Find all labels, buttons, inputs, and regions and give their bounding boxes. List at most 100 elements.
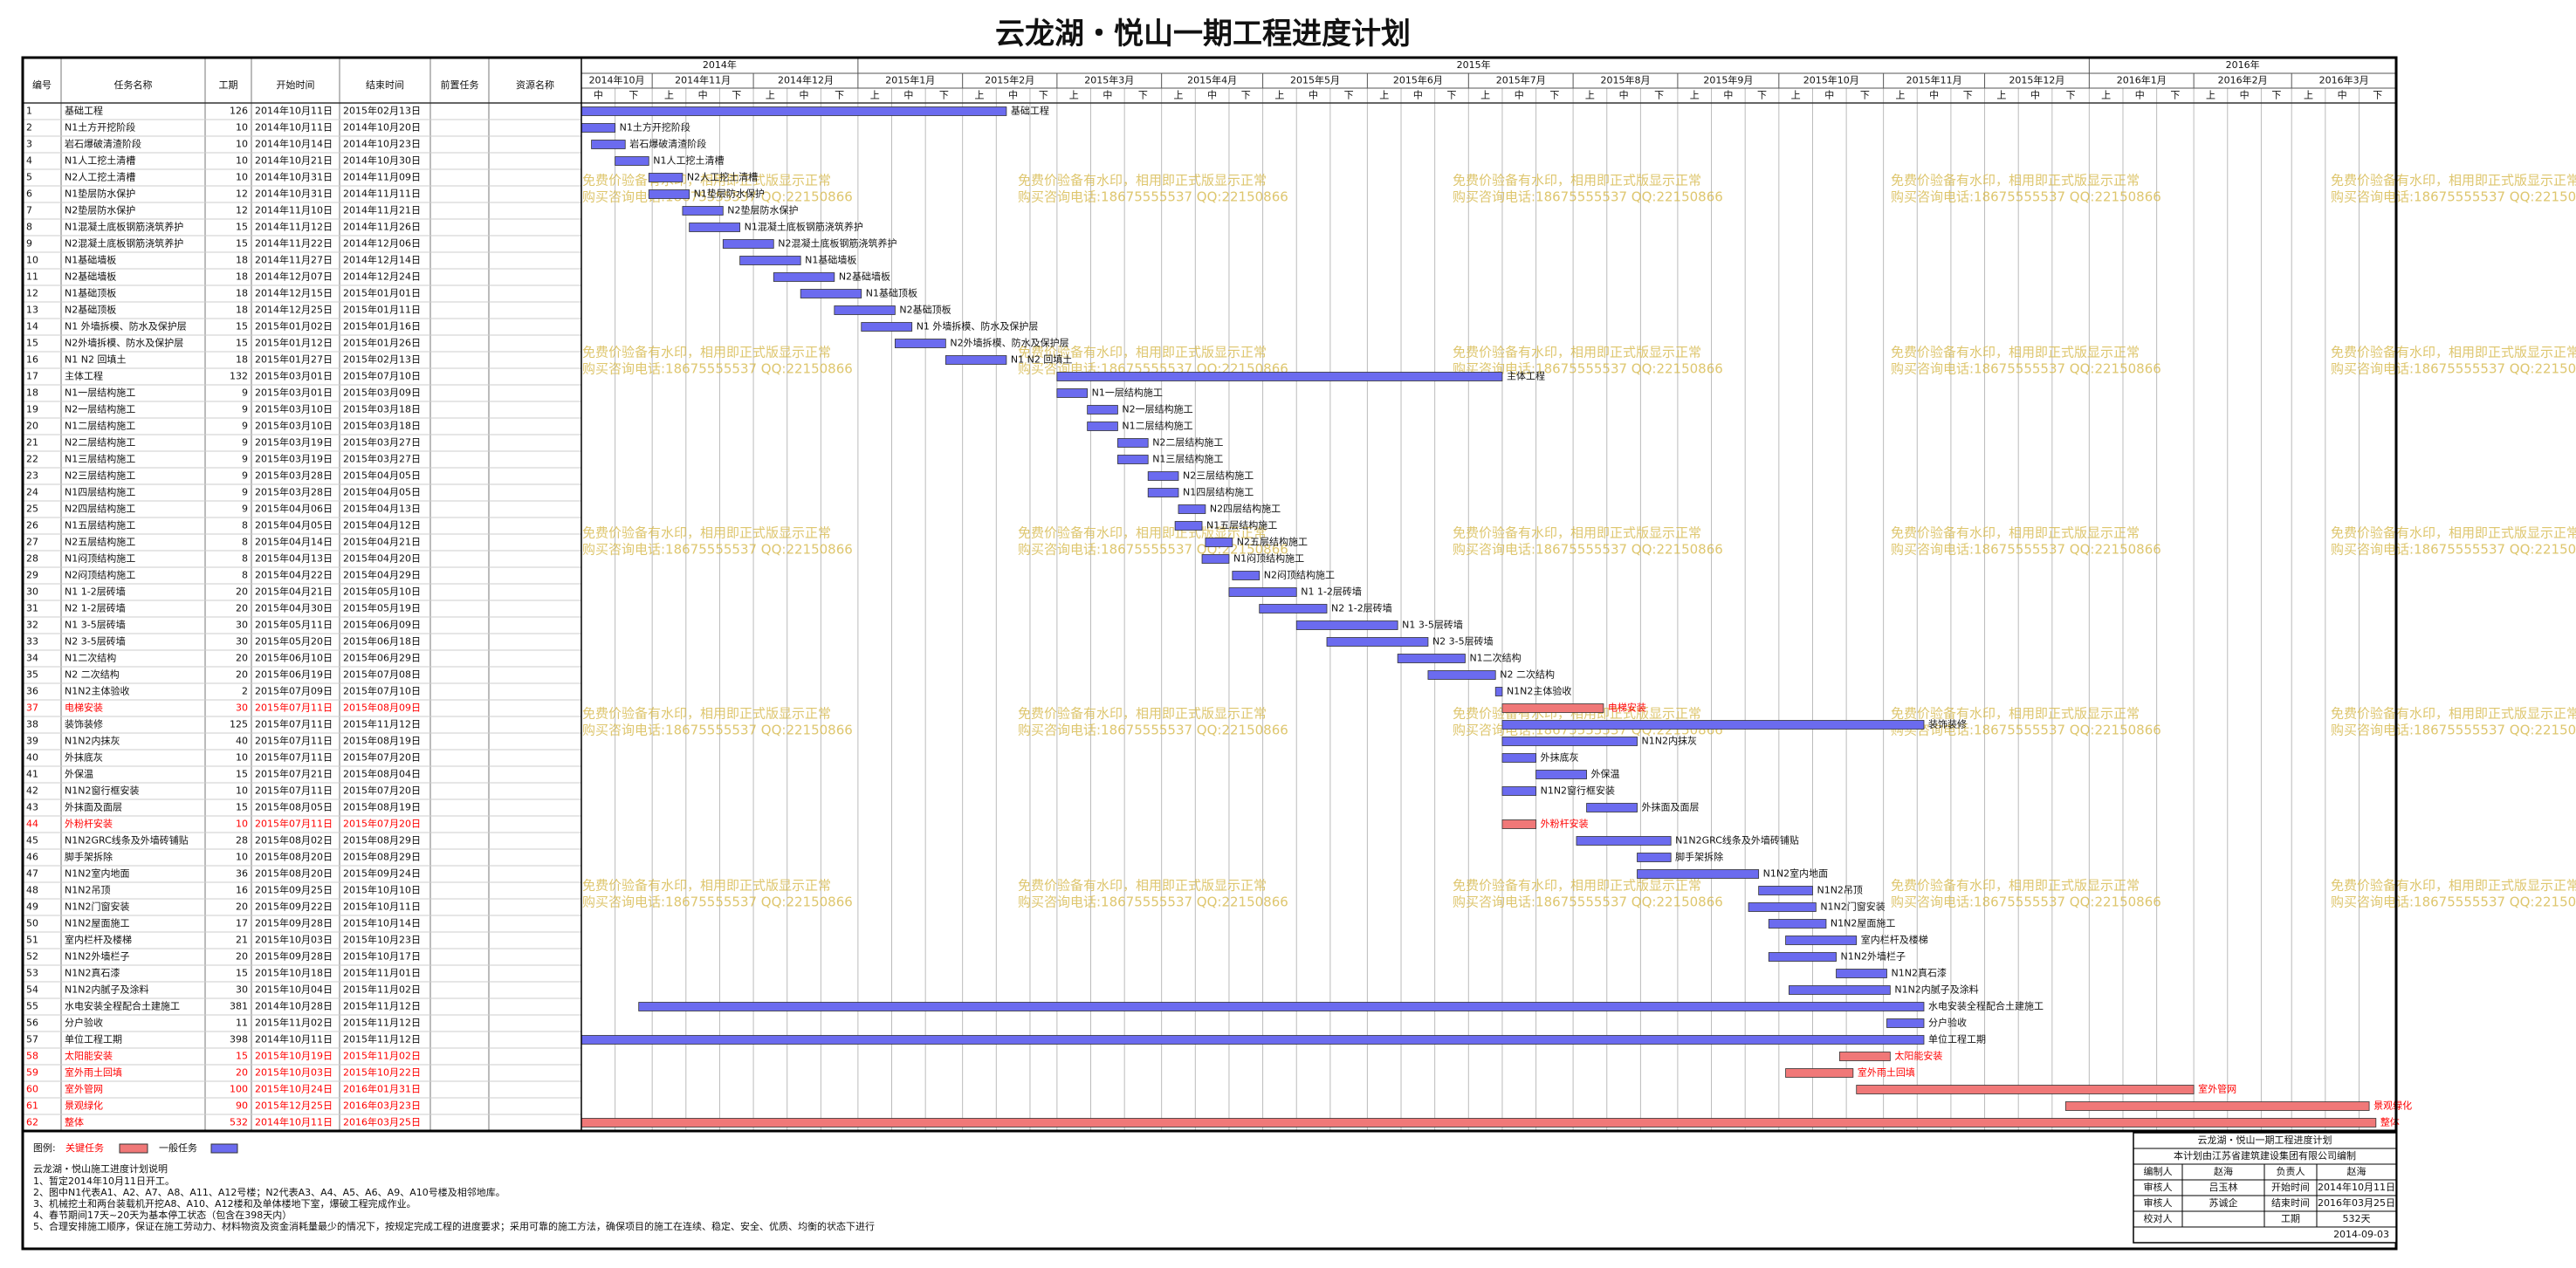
- column-header: 任务名称: [114, 79, 153, 91]
- month-label: 2015年4月: [1187, 74, 1237, 86]
- watermark: 免费价验备有水印，相用即正式版显示正常: [1891, 525, 2140, 541]
- task-end: 2015年11月12日: [343, 1000, 421, 1012]
- task-start: 2015年04月06日: [255, 503, 333, 515]
- watermark: 购买咨询电话:18675555537 QQ:22150866: [1453, 542, 1723, 558]
- third-label: 中: [1103, 90, 1112, 101]
- watermark: 免费价验备有水印，相用即正式版显示正常: [1891, 345, 2140, 360]
- column-header: 资源名称: [516, 79, 554, 91]
- watermark: 免费价验备有水印，相用即正式版显示正常: [1018, 173, 1267, 188]
- task-duration: 10: [236, 155, 248, 167]
- third-label: 上: [870, 90, 880, 101]
- bar-label: N1N2主体验收: [1507, 685, 1571, 697]
- task-end: 2015年06月09日: [343, 619, 421, 631]
- watermark: 免费价验备有水印，相用即正式版显示正常: [1453, 525, 1701, 541]
- task-end: 2015年03月27日: [343, 436, 421, 449]
- task-id: 48: [26, 885, 38, 896]
- month-label: 2016年2月: [2218, 74, 2268, 86]
- task-end: 2015年04月20日: [343, 552, 421, 565]
- task-end: 2016年03月23日: [343, 1100, 421, 1112]
- third-label: 中: [1207, 90, 1217, 101]
- third-label: 下: [1757, 90, 1767, 101]
- task-duration: 12: [236, 188, 248, 200]
- watermark: 购买咨询电话:18675555537 QQ:22150866: [2331, 894, 2576, 910]
- task-start: 2015年08月05日: [255, 801, 333, 813]
- task-id: 16: [26, 354, 38, 366]
- info-cell: 审核人: [2144, 1196, 2173, 1209]
- task-end: 2015年10月10日: [343, 884, 421, 896]
- watermark: 购买咨询电话:18675555537 QQ:22150866: [1453, 361, 1723, 377]
- task-start: 2015年08月02日: [255, 834, 333, 846]
- task-start: 2014年12月07日: [255, 271, 333, 283]
- task-id: 3: [26, 139, 32, 150]
- third-label: 上: [2206, 90, 2215, 101]
- task-end: 2015年08月29日: [343, 851, 421, 863]
- third-label: 上: [1173, 90, 1183, 101]
- watermark: 购买咨询电话:18675555537 QQ:22150866: [582, 361, 853, 377]
- third-label: 中: [1723, 90, 1733, 101]
- watermark: 免费价验备有水印，相用即正式版显示正常: [1453, 878, 1701, 894]
- third-label: 中: [2338, 90, 2347, 101]
- task-duration: 100: [230, 1084, 248, 1095]
- task-name: N2基础顶板: [65, 304, 116, 316]
- bar-label: N1二层结构施工: [1122, 420, 1192, 432]
- task-name: 装饰装修: [65, 718, 103, 730]
- task-bar: [1228, 587, 1297, 597]
- watermark: 购买咨询电话:18675555537 QQ:22150866: [1891, 189, 2161, 205]
- task-end: 2015年11月12日: [343, 718, 421, 730]
- task-duration: 20: [236, 653, 248, 664]
- watermark: 购买咨询电话:18675555537 QQ:22150866: [2331, 542, 2576, 558]
- task-start: 2015年08月20日: [255, 851, 333, 863]
- watermark: 免费价验备有水印，相用即正式版显示正常: [2331, 878, 2576, 894]
- task-bar: [1117, 455, 1149, 464]
- info-title: 云龙湖・悦山一期工程进度计划: [2198, 1134, 2332, 1146]
- task-id: 4: [26, 155, 32, 167]
- third-label: 下: [1963, 90, 1973, 101]
- task-start: 2015年07月09日: [255, 685, 333, 697]
- task-bar: [1886, 1018, 1925, 1028]
- month-label: 2015年1月: [885, 74, 935, 86]
- third-label: 中: [594, 90, 603, 101]
- bar-label: N1N2GRC线条及外墙砖铺贴: [1675, 834, 1799, 846]
- task-name: 外粉杆安装: [65, 818, 113, 830]
- task-duration: 10: [236, 752, 248, 764]
- bar-label: N1 N2 回填土: [1011, 353, 1072, 366]
- task-end: 2015年03月18日: [343, 420, 421, 432]
- task-start: 2015年10月03日: [255, 1066, 333, 1079]
- task-start: 2014年11月10日: [255, 204, 333, 216]
- task-name: N1五层结构施工: [65, 519, 135, 531]
- bar-label: N2垫层防水保护: [727, 204, 798, 216]
- info-cell: 吕玉林: [2209, 1181, 2238, 1193]
- month-label: 2014年10月: [589, 74, 645, 86]
- task-start: 2015年10月19日: [255, 1050, 333, 1062]
- task-start: 2015年03月01日: [255, 370, 333, 382]
- task-id: 28: [26, 553, 38, 565]
- task-bar: [689, 223, 741, 232]
- bar-label: 外抹底灰: [1541, 751, 1579, 764]
- task-duration: 40: [236, 736, 248, 747]
- month-label: 2014年11月: [675, 74, 731, 86]
- bar-label: N1N2真石漆: [1891, 967, 1946, 979]
- watermark: 免费价验备有水印，相用即正式版显示正常: [2331, 173, 2576, 188]
- task-name: N2二层结构施工: [65, 436, 135, 449]
- task-id: 7: [26, 205, 32, 216]
- bar-label: N2五层结构施工: [1237, 536, 1308, 548]
- task-duration: 20: [236, 586, 248, 598]
- watermark: 购买咨询电话:18675555537 QQ:22150866: [1453, 189, 1723, 205]
- task-bar: [1397, 654, 1466, 663]
- bar-label: 电梯安装: [1608, 702, 1646, 714]
- task-duration: 20: [236, 669, 248, 681]
- task-duration: 9: [242, 454, 248, 465]
- task-start: 2015年04月21日: [255, 586, 333, 598]
- bar-label: N2四层结构施工: [1210, 503, 1281, 515]
- info-cell: 赵海: [2347, 1165, 2366, 1177]
- task-duration: 132: [230, 371, 248, 382]
- task-bar: [682, 206, 724, 216]
- task-id: 42: [26, 785, 38, 797]
- watermark: 购买咨询电话:18675555537 QQ:22150866: [1891, 361, 2161, 377]
- task-name: N2混凝土底板钢筋浇筑养护: [65, 237, 183, 250]
- task-start: 2015年03月10日: [255, 403, 333, 415]
- task-bar: [1205, 538, 1233, 547]
- task-bar: [580, 123, 616, 133]
- task-name: N1N2窗行框安装: [65, 785, 139, 797]
- year-label: 2015年: [1457, 58, 1491, 71]
